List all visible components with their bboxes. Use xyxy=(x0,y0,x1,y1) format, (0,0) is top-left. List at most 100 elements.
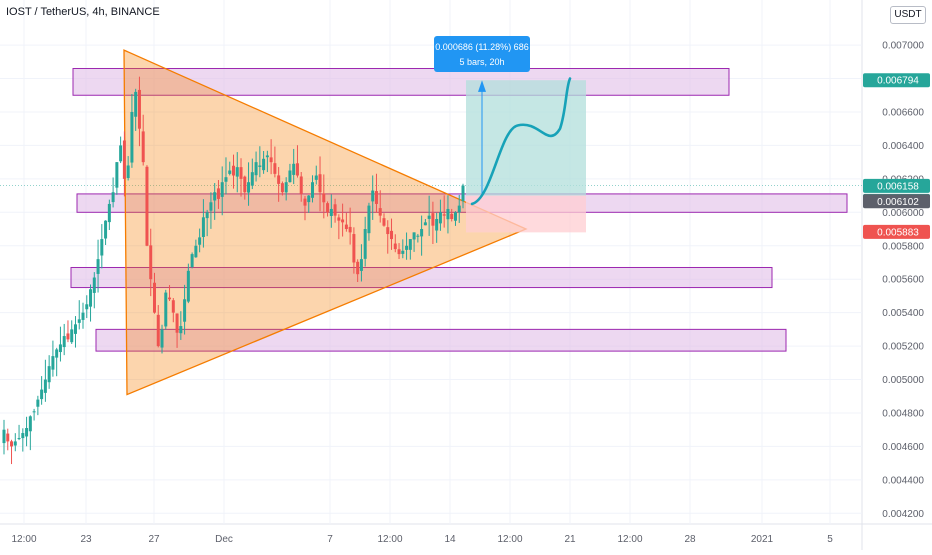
candle-body xyxy=(397,249,401,255)
candle-body xyxy=(201,217,205,237)
time-tick-label: 21 xyxy=(564,534,576,545)
price-label: 0.006102 xyxy=(877,197,919,208)
candle-body xyxy=(111,192,115,203)
candle-body xyxy=(25,428,29,437)
candle-body xyxy=(28,416,32,432)
currency-selector[interactable]: USDT xyxy=(890,6,926,24)
candle-body xyxy=(96,259,100,274)
price-tick-label: 0.005400 xyxy=(882,308,924,319)
candle-body xyxy=(85,304,89,310)
candle-body xyxy=(216,188,220,199)
candle-body xyxy=(277,175,281,184)
time-tick-label: 7 xyxy=(327,534,333,545)
price-tick-label: 0.004200 xyxy=(882,509,924,520)
candle-body xyxy=(145,166,149,246)
candle-body xyxy=(273,163,277,174)
info-box-line2: 5 bars, 20h xyxy=(459,57,504,67)
candle-body xyxy=(126,165,130,178)
candle-body xyxy=(70,329,74,343)
triangle-pattern[interactable] xyxy=(123,49,528,396)
candle-body xyxy=(43,379,47,393)
candle-body xyxy=(288,170,292,183)
price-label: 0.006158 xyxy=(877,181,919,192)
price-label-box xyxy=(863,224,930,239)
candle-body xyxy=(453,212,457,221)
candle-body xyxy=(408,239,412,250)
candle-body xyxy=(66,333,70,340)
candle-body xyxy=(371,190,375,202)
price-axis[interactable]: 0.0070000.0068000.0066000.0064000.006200… xyxy=(863,41,930,520)
candle-body xyxy=(322,193,326,203)
candle-body xyxy=(329,208,333,216)
candle-body xyxy=(333,204,337,216)
candle-body xyxy=(314,175,318,180)
time-axis[interactable]: 12:00 23 27 Dec 7 12:00 14 12:00 21 12:00 28 2021 5 xyxy=(11,534,833,545)
candle-body xyxy=(122,140,126,179)
symbol-title: IOST / TetherUS, 4h, BINANCE xyxy=(6,6,160,18)
price-label-box xyxy=(863,194,930,209)
time-tick-label: 14 xyxy=(444,534,456,545)
candle-body xyxy=(228,170,232,174)
candle-body xyxy=(344,224,348,230)
candle-body xyxy=(307,195,311,203)
candle-body xyxy=(374,191,378,204)
info-box-line1: 0.000686 (11.28%) 686 xyxy=(435,42,528,52)
projection[interactable]: 0.000686 (11.28%) 686 5 bars, 20h xyxy=(434,36,586,233)
candle-body xyxy=(416,235,420,237)
price-label: 0.005883 xyxy=(877,227,919,238)
candle-body xyxy=(168,297,172,300)
candle-body xyxy=(262,158,266,171)
candle-body xyxy=(326,203,330,213)
candle-body xyxy=(32,411,36,413)
candle-body xyxy=(359,259,363,271)
candle-body xyxy=(81,312,85,320)
candles xyxy=(2,76,465,465)
candle-body xyxy=(92,277,96,293)
price-tick-label: 0.006600 xyxy=(882,107,924,118)
candle-body xyxy=(36,399,40,407)
candle-body xyxy=(10,441,14,447)
candle-body xyxy=(235,167,239,177)
time-tick-label: 12:00 xyxy=(377,534,402,545)
candle-body xyxy=(183,299,187,322)
candle-body xyxy=(420,229,424,237)
support-resistance-zones[interactable] xyxy=(70,67,848,352)
candle-body xyxy=(6,433,10,442)
candle-body xyxy=(51,356,55,370)
candle-body xyxy=(58,344,62,353)
measure-arrow-icon xyxy=(478,80,486,92)
candle-body xyxy=(194,245,198,258)
price-tick-label: 0.006000 xyxy=(882,208,924,219)
candle-body xyxy=(47,366,51,383)
candle-body xyxy=(164,292,168,327)
candle-body xyxy=(292,163,296,175)
candle-body xyxy=(378,208,382,216)
candle-body xyxy=(152,282,156,313)
candle-body xyxy=(21,433,25,439)
candle-body xyxy=(119,145,123,162)
candle-body xyxy=(220,182,224,197)
price-tick-label: 0.006400 xyxy=(882,141,924,152)
candle-body xyxy=(156,314,160,347)
candle-body xyxy=(265,155,269,158)
candle-body xyxy=(442,214,446,216)
candle-body xyxy=(352,234,356,263)
candle-body xyxy=(40,389,44,400)
candle-body xyxy=(363,229,367,259)
price-tick-label: 0.005600 xyxy=(882,275,924,286)
candle-body xyxy=(243,176,247,193)
candle-body xyxy=(190,254,194,268)
time-tick-label: 28 xyxy=(684,534,696,545)
candle-body xyxy=(427,215,431,219)
candle-body xyxy=(435,218,439,231)
candle-body xyxy=(213,192,217,201)
candle-body xyxy=(198,237,202,245)
candle-body xyxy=(179,326,183,334)
time-tick-label: 23 xyxy=(80,534,92,545)
price-tick-label: 0.005200 xyxy=(882,342,924,353)
candle-body xyxy=(303,198,307,206)
candle-body xyxy=(382,218,386,226)
price-label-box xyxy=(863,73,930,88)
